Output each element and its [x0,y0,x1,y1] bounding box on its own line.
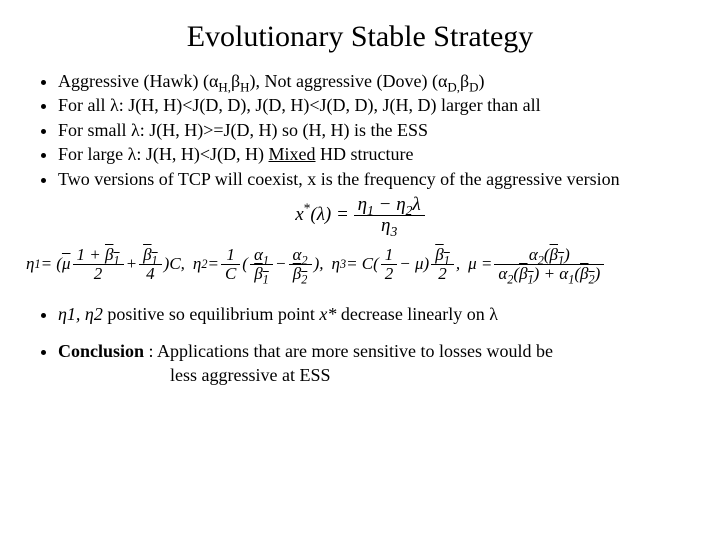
eq-eta2: η2 = 1 C ( α1 β1 − α2 β2 ), [193,246,324,283]
lower-bullets: η1, η2 positive so equilibrium point x* … [36,303,684,388]
lower-bullet-1: η1, η2 positive so equilibrium point x* … [58,303,684,327]
bullet-list: Aggressive (Hawk) (αH,βH), Not aggressiv… [36,70,684,191]
bullet-5: Two versions of TCP will coexist, x is t… [58,168,684,191]
equation-xstar: x*(λ) = η1 − η2λ η3 [36,195,684,236]
eq-eta3: η3 = C( 1 2 − μ) β1 2 , [332,246,461,283]
bullet-2: For all λ: J(H, H)<J(D, D), J(D, H)<J(D,… [58,94,684,117]
slide: Evolutionary Stable Strategy Aggressive … [0,0,720,540]
lower-bullet-2: Conclusion : Applications that are more … [58,340,684,388]
eq-eta1: η1 = (μ 1 + β1 2 + β1 4 )C, [26,246,185,283]
eq-mu: μ = α2(β1) α2(β1) + α1(β2) [468,246,606,283]
bullet-4: For large λ: J(H, H)<J(D, H) Mixed HD st… [58,143,684,166]
bullet-1: Aggressive (Hawk) (αH,βH), Not aggressiv… [58,70,684,93]
equation-row: η1 = (μ 1 + β1 2 + β1 4 )C, η2 = 1 C ( [26,246,684,283]
bullet-3: For small λ: J(H, H)>=J(D, H) so (H, H) … [58,119,684,142]
slide-title: Evolutionary Stable Strategy [36,20,684,54]
